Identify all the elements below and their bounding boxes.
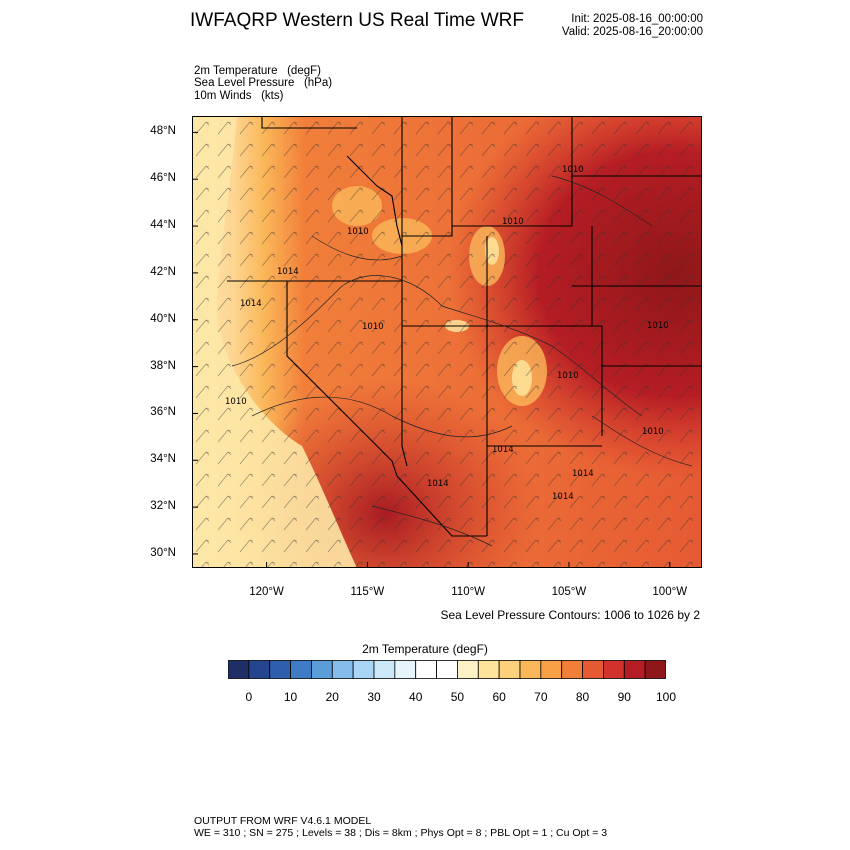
colorbar-label: 60 [492,690,506,704]
isobar-label: 1010 [502,217,524,227]
isobar-label: 1014 [240,299,262,309]
colorbar-swatch [623,660,646,679]
latitude-label: 36°N [150,406,176,419]
valid-time: Valid: 2025-08-16_20:00:00 [561,26,703,38]
isobar-label: 1014 [572,469,594,479]
longitude-label: 100°W [652,586,688,598]
colorbar-swatch [352,660,375,679]
latitude-label: 30°N [150,546,176,559]
colorbar-swatch [415,660,437,679]
colorbar-label: 50 [450,690,465,704]
latitude-label: 46°N [150,172,176,185]
isobar-label: 1014 [492,445,514,455]
temperature-map: 1010 1010 1010 1010 1010 1014 1014 1014 … [192,116,702,568]
colorbar [228,660,666,679]
colorbar-swatch [373,660,396,679]
colorbar-label: 90 [617,690,631,704]
contour-note: Sea Level Pressure Contours: 1006 to 102… [440,608,701,622]
colorbar-label: 80 [575,690,590,704]
map-title: IWFAQRP Western US Real Time WRF [190,10,524,31]
colorbar-swatch [394,660,417,679]
longitude-label: 120°W [249,586,284,598]
field-label-pressure: Sea Level Pressure (hPa) [194,77,333,89]
latitude-label: 40°N [150,312,176,325]
isobar-label: 1014 [427,479,449,489]
isobar-label: 1014 [277,267,299,277]
isobar-label: 1010 [557,371,579,381]
latitude-label: 48°N [150,125,176,138]
colorbar-swatch [498,660,521,679]
longitude-label: 105°W [551,586,587,598]
latitude-label: 38°N [150,359,176,372]
colorbar-swatch [603,660,625,679]
colorbar-label: 0 [245,690,253,704]
colorbar-swatch [248,660,271,679]
colorbar-swatch [540,660,563,679]
colorbar-swatch [290,660,312,679]
isobar-label: 1014 [552,492,574,502]
colorbar-swatch [582,660,604,679]
colorbar-swatch [311,660,333,679]
latitude-label: 44°N [150,219,176,232]
colorbar-title: 2m Temperature (degF) [362,642,488,656]
isobar-label: 1010 [562,165,584,175]
isobar-label: 1010 [642,427,664,437]
field-label-winds: 10m Winds (kts) [194,90,284,102]
isobar-label: 1010 [362,322,384,332]
colorbar-label: 20 [325,690,339,704]
footer-config: WE = 310 ; SN = 275 ; Levels = 38 ; Dis … [194,827,608,839]
colorbar-swatch [519,660,542,679]
latitude-label: 42°N [150,265,176,278]
isobar-label: 1010 [647,321,669,331]
colorbar-swatch [269,660,291,679]
longitude-label: 110°W [451,586,486,598]
isobar-label: 1010 [225,397,247,407]
colorbar-label: 40 [409,690,423,704]
colorbar-swatch [477,660,500,679]
isobar-label: 1010 [347,227,369,237]
colorbar-swatch [228,660,250,679]
colorbar-label: 100 [655,690,677,704]
colorbar-label: 70 [534,690,548,704]
colorbar-swatch [457,660,479,679]
colorbar-label: 10 [283,690,298,704]
latitude-label: 34°N [150,453,176,466]
colorbar-swatch [644,660,666,679]
colorbar-swatch [331,660,354,679]
longitude-label: 115°W [350,586,385,598]
footer-model: OUTPUT FROM WRF V4.6.1 MODEL [194,815,372,827]
field-label-temperature: 2m Temperature (degF) [194,65,321,77]
init-time: Init: 2025-08-16_00:00:00 [571,13,703,25]
colorbar-swatch [436,660,458,679]
colorbar-swatch [561,660,583,679]
colorbar-label: 30 [367,690,381,704]
latitude-label: 32°N [150,500,176,513]
